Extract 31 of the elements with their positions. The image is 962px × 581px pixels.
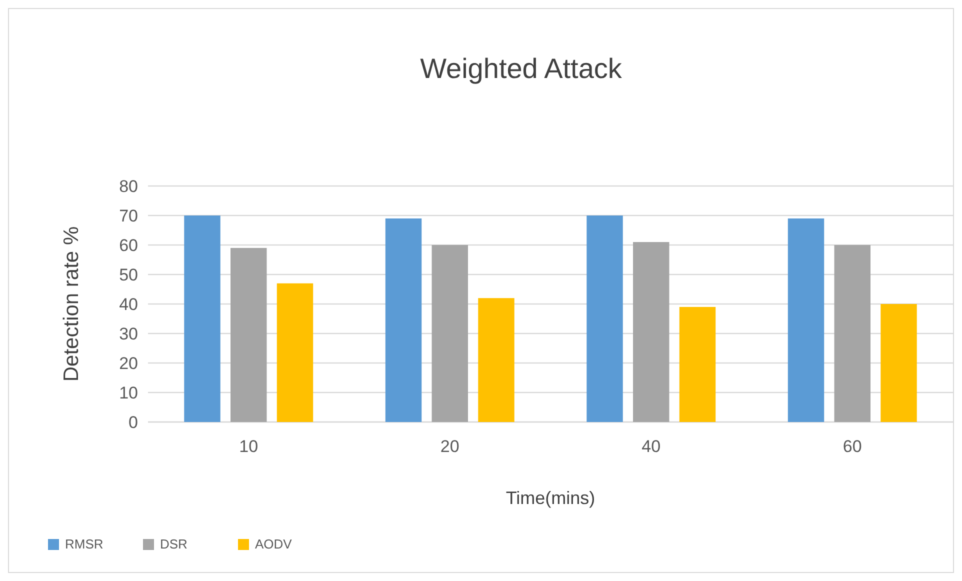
bar [276, 283, 314, 422]
y-tick-label: 10 [119, 383, 138, 402]
y-tick-label: 60 [119, 236, 138, 255]
legend-label: RMSR [65, 536, 104, 552]
bar [679, 306, 716, 422]
y-tick-label: 40 [119, 294, 138, 314]
y-tick-label: 80 [119, 176, 138, 196]
bar [478, 298, 514, 422]
chart-title: Weighted Attack [420, 53, 623, 84]
x-tick-label: 10 [239, 437, 258, 456]
x-tick-label: 20 [440, 437, 460, 456]
x-tick-label: 40 [642, 437, 661, 456]
bar [184, 216, 220, 422]
bar [880, 304, 917, 422]
bar [788, 218, 824, 422]
y-tick-label: 30 [119, 324, 138, 344]
bar [432, 245, 468, 422]
bar [385, 218, 422, 422]
bar [633, 242, 670, 422]
y-tick-label: 20 [119, 354, 138, 373]
y-axis-title: Detection rate % [60, 226, 83, 382]
y-tick-label: 70 [119, 206, 138, 226]
x-axis-title: Time(mins) [506, 488, 596, 508]
bar [586, 216, 623, 422]
y-tick-label: 50 [119, 265, 138, 284]
legend-label: DSR [160, 536, 188, 552]
bar [230, 248, 267, 422]
legend-label: AODV [255, 536, 292, 552]
bar [834, 245, 870, 422]
y-tick-label: 0 [128, 412, 138, 432]
x-tick-label: 60 [842, 437, 862, 456]
